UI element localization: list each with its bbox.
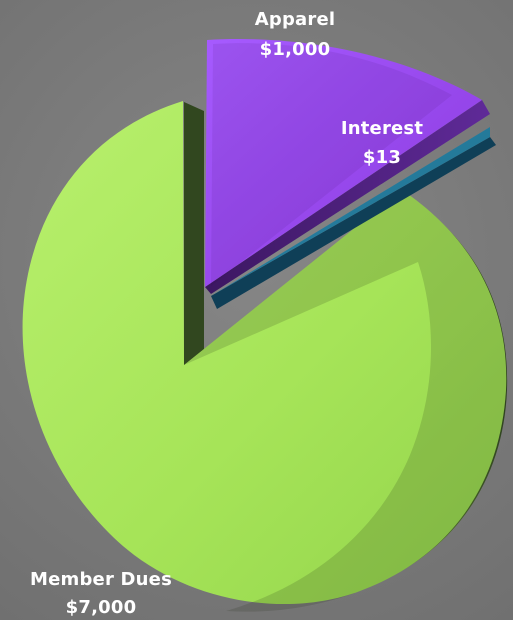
apparel-value-label: $1,000 <box>260 39 331 60</box>
interest-label: Interest <box>341 118 424 139</box>
interest-slice <box>211 127 490 296</box>
member-dues-value-label: $7,000 <box>66 597 137 618</box>
main-slice-group <box>22 101 508 612</box>
apparel-slice-group <box>205 39 490 294</box>
labels-group: Apparel $1,000 Interest $13 Member Dues … <box>30 9 423 618</box>
apparel-inner-dark-face <box>211 43 452 286</box>
apparel-slice <box>205 39 482 288</box>
member-dues-label: Member Dues <box>30 569 172 590</box>
member-dues-inner-cut-wall <box>184 102 204 365</box>
member-dues-slice <box>22 101 507 605</box>
interest-value-label: $13 <box>363 147 401 168</box>
apparel-side-wall <box>205 100 490 294</box>
interest-slice-group <box>211 127 496 309</box>
interest-side-wall <box>211 137 496 309</box>
apparel-label: Apparel <box>255 9 336 30</box>
member-dues-shadow-overlay <box>184 190 507 612</box>
